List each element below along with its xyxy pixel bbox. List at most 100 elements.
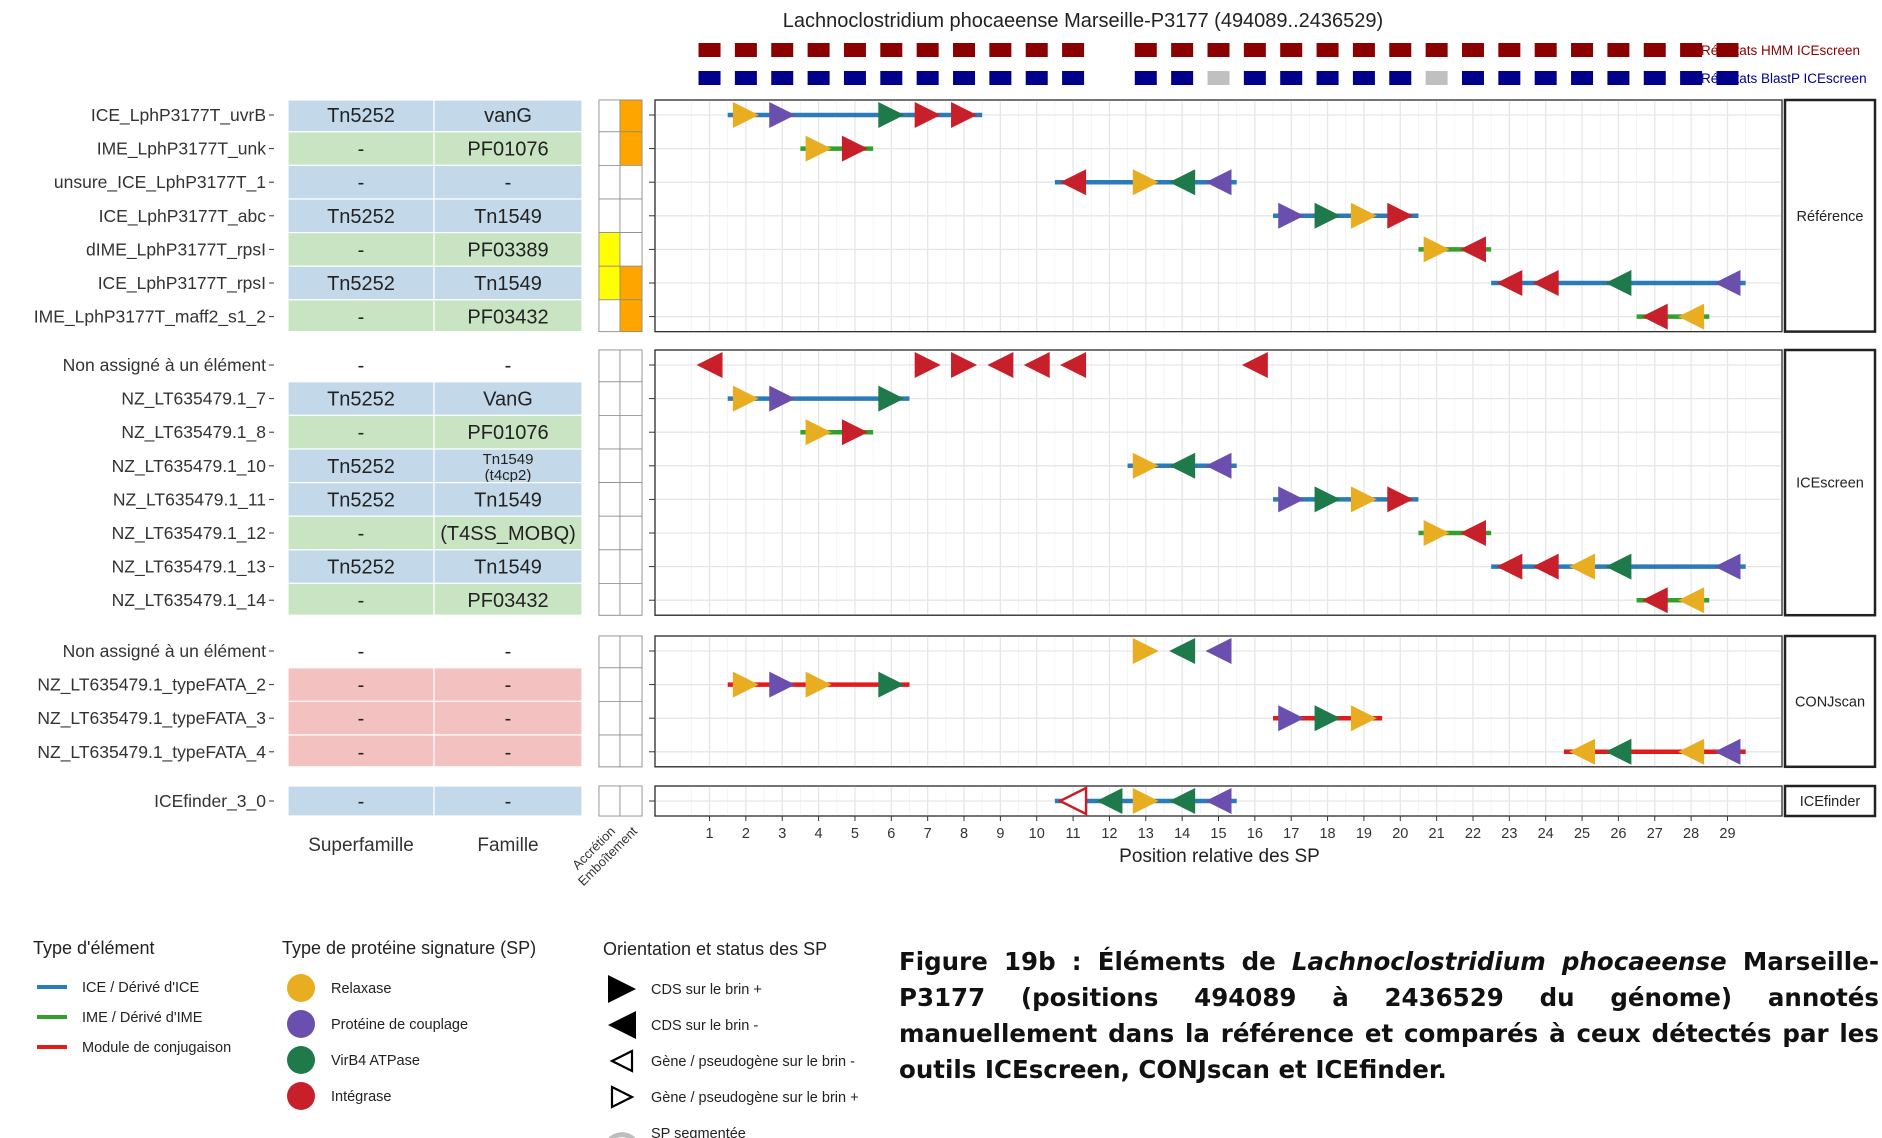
legend-item-label: CDS sur le brin - <box>651 1018 758 1034</box>
integrase-marker <box>914 102 941 128</box>
superfamily-value: Tn5252 <box>327 456 395 478</box>
row-label: NZ_LT635479.1_13 <box>112 557 266 578</box>
track-cell <box>1025 71 1048 85</box>
track-cell <box>1534 43 1557 57</box>
track-cell <box>989 43 1012 57</box>
emboitement-tile <box>619 164 643 200</box>
virb4-marker <box>1605 553 1632 580</box>
family-cell <box>433 667 583 702</box>
virb4-marker <box>1169 169 1196 196</box>
virb4-marker <box>878 671 905 698</box>
superfamily-value: - <box>358 139 365 161</box>
row-label: NZ_LT635479.1_11 <box>113 489 266 510</box>
accretion-tile <box>598 299 621 332</box>
superfamily-cell <box>287 515 435 551</box>
integrase-marker <box>1387 486 1414 513</box>
track-cell <box>1425 71 1448 85</box>
x-tick-label: 18 <box>1319 826 1335 842</box>
legend-dot-coupling <box>287 1010 315 1038</box>
legend-item-label: Module de conjugaison <box>82 1040 231 1056</box>
integrase-marker <box>1496 270 1523 296</box>
emboitement-tile <box>619 198 643 233</box>
coupling-marker <box>1714 738 1741 765</box>
virb4-marker <box>1169 788 1196 814</box>
integrase-marker <box>1387 202 1414 229</box>
x-tick-label: 12 <box>1101 826 1117 842</box>
x-tick-label: 7 <box>924 826 932 842</box>
panel-strip <box>1783 784 1877 818</box>
relaxase-marker <box>1678 303 1705 330</box>
family-value: Tn1549 <box>474 557 542 579</box>
integrase-marker <box>696 352 723 378</box>
emboitement-tile <box>619 381 643 416</box>
emboitement-tile <box>619 583 643 616</box>
coupling-marker <box>769 671 796 698</box>
track-cell <box>1461 71 1484 85</box>
superfamily-cell <box>287 635 435 669</box>
integrase-marker <box>1241 352 1268 378</box>
emboitement-tile <box>619 414 643 450</box>
track-cell <box>698 43 721 57</box>
family-cell <box>433 349 583 383</box>
x-tick-label: 14 <box>1174 826 1190 842</box>
x-tick-label: 8 <box>960 826 968 842</box>
virb4-marker <box>1314 705 1341 732</box>
family-value-sub: (t4cp2) <box>485 467 532 484</box>
figure-caption: Figure 19b : Éléments de Lachnoclostridi… <box>899 944 1879 1088</box>
panel-2: CONJscan Non assigné à un élément - - NZ_LT6… <box>37 634 1877 769</box>
caption-species: Lachnoclostridium phocaeense <box>1291 947 1727 976</box>
caption-prefix: Figure 19b : Éléments de <box>899 947 1292 976</box>
relaxase-marker <box>1132 638 1159 664</box>
track-cell <box>1134 43 1157 57</box>
coupling-marker <box>1714 553 1741 580</box>
superfamily-value: - <box>358 742 365 764</box>
family-value: - <box>505 791 512 813</box>
track-cell <box>1280 71 1303 85</box>
emboitement-tile <box>619 701 643 736</box>
relaxase-marker <box>1678 587 1705 614</box>
track-cell <box>1171 43 1194 57</box>
virb4-marker <box>1314 202 1341 229</box>
emboitement-tile <box>619 299 643 332</box>
coupling-marker <box>1278 705 1305 732</box>
superfamily-value: - <box>358 307 365 329</box>
relaxase-marker <box>732 385 759 412</box>
superfamily-value: - <box>358 355 365 377</box>
panel-strip-label: CONJscan <box>1795 694 1865 710</box>
relaxase-marker <box>1569 553 1596 580</box>
track-cell <box>1352 43 1375 57</box>
track-cell <box>1243 43 1266 57</box>
track-cell <box>1171 71 1194 85</box>
x-tick-label: 26 <box>1610 826 1626 842</box>
track-cell <box>1534 71 1557 85</box>
legend-item-label: CDS sur le brin + <box>651 982 762 998</box>
integrase-marker <box>951 102 978 128</box>
track-cell <box>1207 43 1230 57</box>
accretion-tile <box>598 583 621 616</box>
x-tick-label: 11 <box>1066 826 1081 842</box>
virb4-marker <box>1169 638 1196 664</box>
integrase-marker <box>987 352 1014 378</box>
legend-title: Type d'élément <box>33 938 155 958</box>
superfamily-value: Tn5252 <box>327 557 395 579</box>
accretion-tile <box>598 232 621 267</box>
emboitement-tile <box>619 99 643 133</box>
coupling-marker <box>1205 638 1232 664</box>
panel-1: ICEscreen Non assigné à un élément - - NZ_LT… <box>63 348 1877 617</box>
family-cell <box>433 700 583 736</box>
row-label: Non assigné à un élément <box>63 641 266 661</box>
row-label: NZ_LT635479.1_7 <box>121 389 266 410</box>
x-tick-label: 27 <box>1647 826 1663 842</box>
virb4-marker <box>1605 738 1632 765</box>
integrase-marker <box>914 352 941 378</box>
track-cell <box>953 43 976 57</box>
family-cell <box>433 635 583 669</box>
family-value: - <box>505 675 512 697</box>
track-cell <box>1352 71 1375 85</box>
track-cell <box>880 71 903 85</box>
coupling-marker <box>1714 270 1741 296</box>
accretion-tile <box>598 635 621 669</box>
legend-shape-solid-right <box>608 975 636 1003</box>
track-cell <box>1643 71 1666 85</box>
family-value: Tn1549 <box>474 273 542 295</box>
